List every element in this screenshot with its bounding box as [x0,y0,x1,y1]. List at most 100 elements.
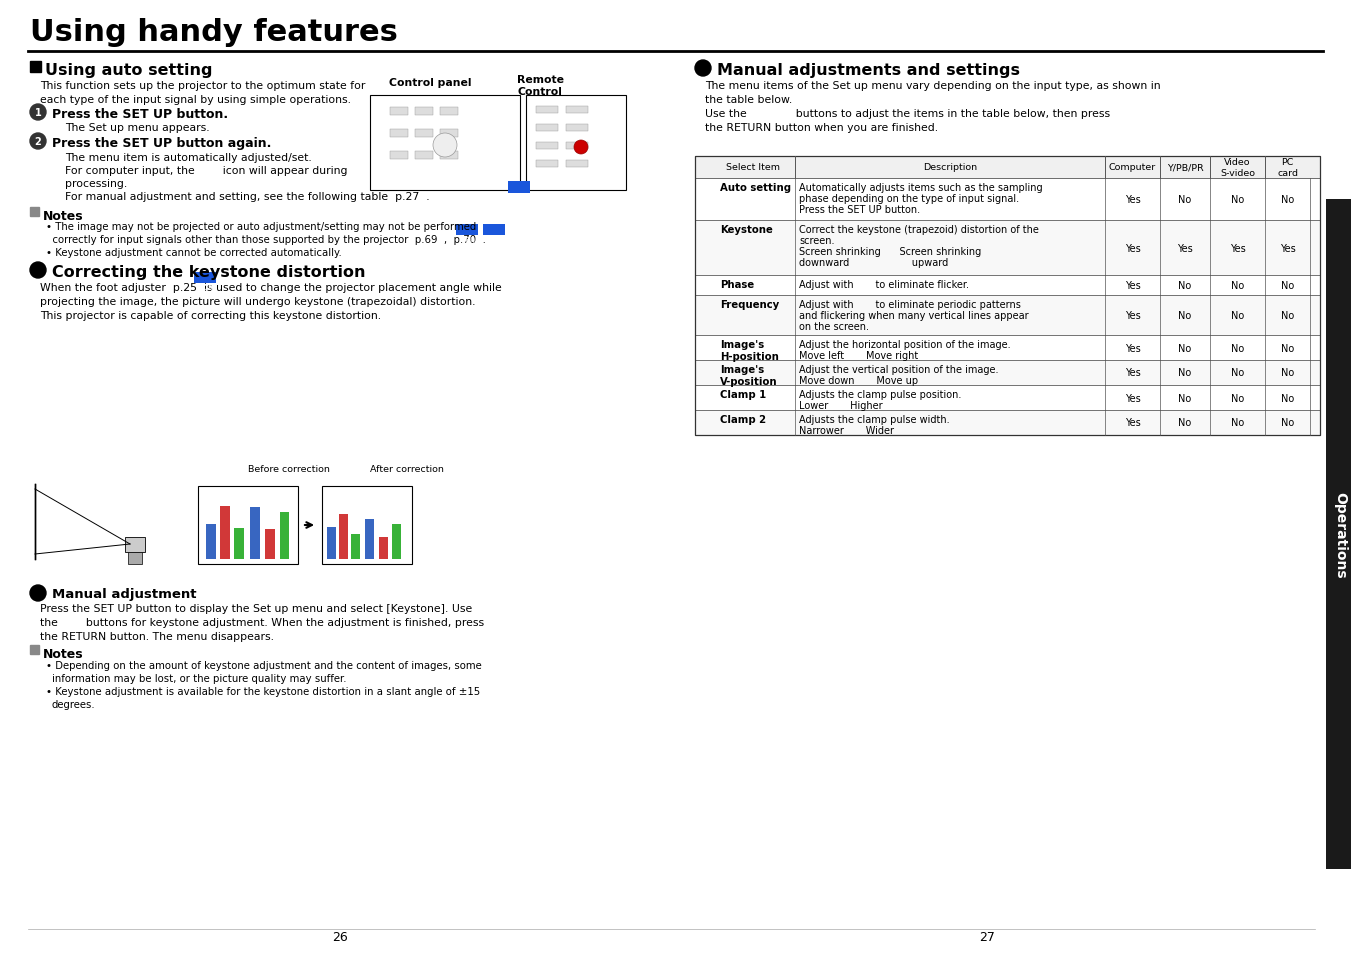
Bar [440,108,458,116]
Bar [199,486,299,564]
Bar [694,411,1320,436]
Text: on the screen.: on the screen. [798,322,869,332]
Text: No: No [1281,281,1294,291]
Text: p.70: p.70 [485,237,503,246]
Text: No: No [1281,343,1294,354]
Text: When the foot adjuster  p.25  is used to change the projector placement angle wh: When the foot adjuster p.25 is used to c… [41,283,501,293]
Text: Before correction: Before correction [249,464,330,474]
Bar [30,645,39,655]
Text: No: No [1281,393,1294,403]
Text: Select Item: Select Item [725,163,780,172]
Text: No: No [1231,393,1244,403]
Text: • Depending on the amount of keystone adjustment and the content of images, some: • Depending on the amount of keystone ad… [46,660,482,670]
Text: Clamp 2: Clamp 2 [720,415,766,424]
Bar [351,535,359,559]
Circle shape [434,133,457,158]
Bar [365,519,374,559]
Text: Y/PB/PR: Y/PB/PR [1167,163,1204,172]
Bar [694,157,1320,179]
Text: Correcting the keystone distortion: Correcting the keystone distortion [51,265,366,280]
Bar [457,225,478,235]
Text: Yes: Yes [1124,243,1140,253]
Text: For manual adjustment and setting, see the following table  p.27  .: For manual adjustment and setting, see t… [65,192,430,202]
Bar [205,524,216,559]
Text: projecting the image, the picture will undergo keystone (trapezoidal) distortion: projecting the image, the picture will u… [41,296,476,307]
Text: No: No [1178,343,1192,354]
Text: The Set up menu appears.: The Set up menu appears. [65,123,209,132]
Text: the RETURN button when you are finished.: the RETURN button when you are finished. [705,123,938,132]
Text: p.25: p.25 [196,285,213,294]
Bar [415,130,434,138]
Text: No: No [1231,281,1244,291]
Bar [392,524,401,559]
Text: Manual adjustments and settings: Manual adjustments and settings [717,63,1020,78]
Text: No: No [1178,393,1192,403]
Circle shape [30,105,46,121]
Bar [390,108,408,116]
Text: Move down       Move up: Move down Move up [798,375,919,386]
Text: No: No [1178,194,1192,205]
Text: No: No [1231,194,1244,205]
Bar [195,273,216,284]
Circle shape [30,263,46,278]
Bar [694,335,1320,360]
Text: processing.: processing. [65,179,127,189]
Bar [280,513,289,559]
Circle shape [30,585,46,601]
Text: No: No [1281,368,1294,378]
Text: 27: 27 [979,930,994,943]
Text: Remote
Control: Remote Control [516,75,563,96]
Text: The menu items of the Set up menu vary depending on the input type, as shown in: The menu items of the Set up menu vary d… [705,81,1161,91]
Text: 2: 2 [35,137,42,147]
Bar [339,515,349,559]
Text: For computer input, the        icon will appear during: For computer input, the icon will appear… [65,166,347,175]
Text: Yes: Yes [1279,243,1296,253]
Bar [220,506,230,559]
Text: degrees.: degrees. [51,700,96,709]
Text: screen.: screen. [798,235,835,246]
Bar [508,182,530,193]
Bar [536,125,558,132]
Text: No: No [1178,281,1192,291]
Text: phase depending on the type of input signal.: phase depending on the type of input sig… [798,193,1019,204]
Text: • Keystone adjustment cannot be corrected automatically.: • Keystone adjustment cannot be correcte… [46,248,342,257]
Text: downward                    upward: downward upward [798,257,948,268]
Text: PC
card: PC card [1277,158,1298,177]
Text: the        buttons for keystone adjustment. When the adjustment is finished, pre: the buttons for keystone adjustment. Whe… [41,618,484,627]
Bar [566,143,588,150]
Bar [390,152,408,160]
Text: Computer: Computer [1109,163,1156,172]
Text: No: No [1281,418,1294,428]
Text: Manual adjustment: Manual adjustment [51,587,196,600]
Bar [234,529,245,559]
Text: Press the SET UP button.: Press the SET UP button. [798,205,920,214]
Text: Notes: Notes [43,647,84,660]
Bar [390,130,408,138]
Text: the RETURN button. The menu disappears.: the RETURN button. The menu disappears. [41,631,274,641]
Text: No: No [1178,418,1192,428]
Bar [30,479,159,564]
Text: Move left       Move right: Move left Move right [798,351,919,360]
Text: This projector is capable of correcting this keystone distortion.: This projector is capable of correcting … [41,311,381,320]
Bar [694,157,1320,436]
Text: No: No [1231,311,1244,320]
Text: Adjusts the clamp pulse position.: Adjusts the clamp pulse position. [798,390,962,399]
Text: Narrower       Wider: Narrower Wider [798,426,894,436]
Text: No: No [1281,194,1294,205]
Bar [536,143,558,150]
Bar [694,360,1320,386]
Bar [1325,200,1351,869]
Text: No: No [1178,368,1192,378]
Bar [566,161,588,168]
Text: Adjust the vertical position of the image.: Adjust the vertical position of the imag… [798,365,998,375]
Text: Screen shrinking      Screen shrinking: Screen shrinking Screen shrinking [798,247,981,256]
Text: Lower       Higher: Lower Higher [798,400,882,411]
Bar [327,527,336,559]
Bar [694,386,1320,411]
Text: each type of the input signal by using simple operations.: each type of the input signal by using s… [41,95,351,105]
Bar [526,96,626,191]
Text: Image's
H-position: Image's H-position [720,339,780,361]
Text: Press the SET UP button to display the Set up menu and select [Keystone]. Use: Press the SET UP button to display the S… [41,603,473,614]
Text: • Keystone adjustment is available for the keystone distortion in a slant angle : • Keystone adjustment is available for t… [46,686,480,697]
Text: 26: 26 [332,930,347,943]
